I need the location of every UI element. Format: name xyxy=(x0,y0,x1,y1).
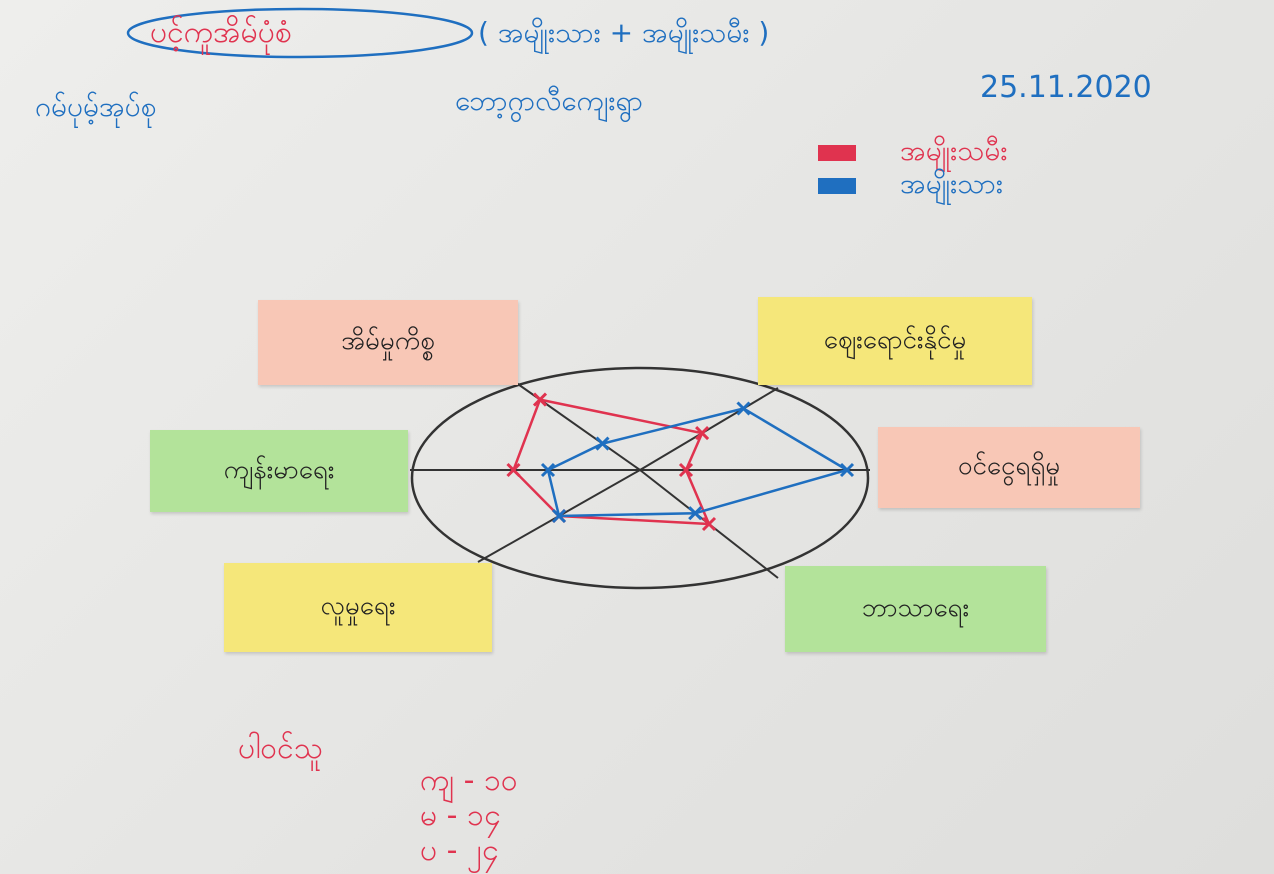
chart-subtitle: ( အမျိုးသား + အမျိုးသမီး ) xyxy=(478,16,770,49)
participants-row: ပ - ၂၄ xyxy=(420,833,499,868)
chart-title: ပင့်ကူအိမ်ပုံစံ xyxy=(150,15,292,50)
legend-swatch xyxy=(818,178,856,194)
series-point xyxy=(688,506,703,521)
legend-label: အမျိုးသမီး xyxy=(900,134,1008,167)
village: ဘော့ဂွာလီကျေးရွာ xyxy=(455,84,644,117)
axis-line xyxy=(639,387,779,471)
legend-swatch xyxy=(818,145,856,161)
participants-row: ကျ - ၁၀ xyxy=(420,763,518,798)
series-point xyxy=(839,462,855,478)
date: 25.11.2020 xyxy=(980,70,1152,105)
title-bubble xyxy=(126,7,474,59)
axis-label: ဘာသာရေး xyxy=(785,566,1046,652)
series-point xyxy=(695,426,710,441)
axis-label: ဝင်ငွေရရှိမှု xyxy=(878,427,1140,508)
legend-label: အမျိုးသား xyxy=(900,167,1003,200)
radar-outline xyxy=(410,366,870,590)
series-point xyxy=(736,401,751,416)
axis-label: အိမ်မှုကိစ္စ xyxy=(258,300,518,385)
participants-label: ပါဝင်သူ xyxy=(238,731,323,766)
series-point xyxy=(595,436,610,451)
group: ဂမ်ပုမ့်အုပ်စု xyxy=(35,90,157,123)
series-point xyxy=(506,462,521,478)
axis-label: လူမှုရေး xyxy=(224,563,492,652)
participants-row: မ - ၁၄ xyxy=(420,798,501,833)
series-point xyxy=(540,462,556,478)
series-point xyxy=(678,462,694,478)
series-polygon xyxy=(512,398,711,526)
series-point xyxy=(551,508,567,524)
axis-label: ဈေးရောင်းနိုင်မှု xyxy=(758,297,1032,385)
axis-label: ကျန်းမာရေး xyxy=(150,430,408,512)
series-point xyxy=(532,392,548,407)
series-point xyxy=(701,516,717,532)
